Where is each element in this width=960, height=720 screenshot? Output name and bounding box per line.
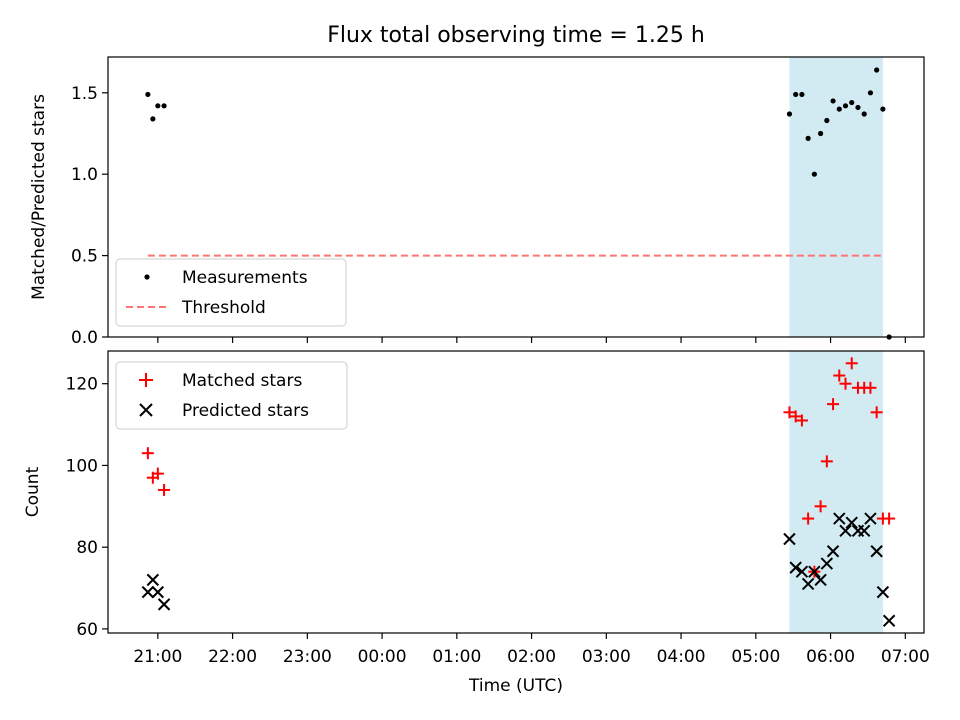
legend-measurements-marker	[144, 274, 150, 280]
matched-stars-point	[833, 369, 846, 382]
predicted-stars-point	[789, 561, 802, 574]
top-legend: Measurements Threshold	[115, 258, 347, 327]
x-tick-label: 05:00	[731, 647, 780, 667]
bottom-legend: Matched stars Predicted stars	[115, 361, 348, 430]
legend-measurements-label: Measurements	[182, 268, 308, 288]
matched-stars-point	[827, 398, 840, 411]
matched-stars-point	[845, 357, 858, 370]
measurement-point	[836, 106, 842, 112]
measurement-point	[145, 91, 151, 98]
matched-stars-point	[789, 410, 802, 423]
predicted-stars-point	[870, 545, 883, 558]
legend-matched-label: Matched stars	[182, 371, 302, 391]
bottom-y-tick-label: 100	[66, 456, 98, 476]
x-tick-label: 22:00	[208, 647, 257, 667]
matched-stars-point	[158, 483, 171, 496]
measurement-point	[805, 135, 811, 141]
matched-stars-point	[795, 414, 808, 427]
matched-stars-point	[864, 381, 877, 394]
top-y-tick-label: 0.5	[71, 247, 98, 267]
predicted-stars-point	[801, 577, 815, 591]
x-tick-label: 03:00	[582, 647, 631, 667]
bottom-plot-frame	[107, 350, 925, 634]
measurement-point	[874, 67, 880, 73]
predicted-stars-point	[857, 524, 871, 538]
measurement-point	[150, 116, 156, 122]
matched-stars-point	[141, 447, 154, 460]
top-y-tick-label: 1.5	[71, 84, 98, 104]
measurement-point	[867, 90, 874, 96]
top-plot-frame	[107, 56, 925, 338]
x-tick-label: 06:00	[806, 647, 855, 667]
chart-title: Flux total observing time = 1.25 h	[327, 23, 705, 48]
matched-stars-point	[883, 512, 896, 525]
x-tick-label: 01:00	[432, 647, 481, 667]
x-tick-label: 23:00	[283, 647, 332, 667]
predicted-stars-point	[864, 512, 877, 525]
predicted-stars-point	[882, 614, 896, 627]
observing-window-span	[789, 351, 883, 633]
top-y-axis-label: Matched/Predicted stars	[29, 94, 49, 300]
legend-predicted-marker	[139, 403, 153, 417]
predicted-stars-point	[845, 516, 858, 529]
predicted-stars-point	[833, 512, 846, 525]
bottom-y-axis-label: Count	[23, 466, 43, 517]
top-y-tick-label: 1.0	[71, 165, 98, 185]
predicted-stars-point	[783, 532, 796, 546]
x-tick-label: 21:00	[133, 647, 182, 667]
matched-stars-point	[151, 467, 164, 480]
predicted-stars-point	[814, 573, 827, 587]
top-panel: 0.0 0.5 1.0 1.5 Matched/Predicted stars Mea…	[29, 56, 925, 348]
top-legend-box	[115, 258, 347, 327]
matched-stars-point	[839, 377, 852, 390]
matched-stars-point	[802, 512, 815, 525]
bottom-y-tick-label: 120	[66, 375, 98, 395]
predicted-stars-point	[795, 565, 809, 578]
measurement-point	[861, 111, 867, 117]
matched-stars-point	[814, 500, 827, 513]
top-y-tick-label: 0.0	[71, 328, 98, 348]
measurement-point	[793, 91, 799, 98]
measurement-point	[842, 103, 849, 109]
x-tick-label: 07:00	[881, 647, 930, 667]
predicted-stars-point	[839, 524, 852, 538]
measurement-point	[155, 103, 161, 109]
bottom-y-tick-label: 80	[76, 538, 98, 558]
matched-stars-point	[820, 455, 833, 468]
x-tick-label: 04:00	[657, 647, 706, 667]
measurement-point	[880, 106, 886, 112]
measurement-point	[855, 104, 861, 111]
measurement-point	[161, 103, 167, 109]
x-axis-label: Time (UTC)	[468, 676, 563, 696]
predicted-stars-point	[146, 573, 160, 587]
x-tick-label: 02:00	[507, 647, 556, 667]
measurement-point	[824, 117, 830, 124]
measurement-point	[830, 98, 836, 104]
bottom-y-tick-label: 60	[76, 620, 98, 640]
predicted-stars-point	[876, 585, 890, 599]
measurement-point	[799, 91, 805, 98]
predicted-stars-point	[826, 545, 840, 558]
predicted-stars-point	[820, 557, 834, 570]
predicted-stars-point	[141, 585, 155, 599]
measurement-point	[811, 171, 817, 177]
matched-stars-point	[870, 406, 883, 419]
legend-predicted-label: Predicted stars	[182, 401, 309, 421]
observing-window-span	[789, 57, 883, 337]
legend-threshold-label: Threshold	[181, 298, 266, 318]
legend-matched-marker	[139, 373, 153, 387]
predicted-stars-point	[157, 598, 171, 611]
x-tick-label: 00:00	[358, 647, 407, 667]
measurement-point	[786, 111, 793, 117]
bottom-legend-box	[115, 361, 348, 430]
matched-stars-point	[783, 406, 796, 419]
bottom-panel: 60 80 100 120 21:00 22:00 23:00 00:00 01:00 02:0…	[23, 350, 930, 696]
predicted-stars-point	[808, 565, 821, 578]
measurement-point	[849, 99, 855, 106]
predicted-stars-point	[151, 585, 165, 599]
measurement-point	[817, 130, 824, 137]
